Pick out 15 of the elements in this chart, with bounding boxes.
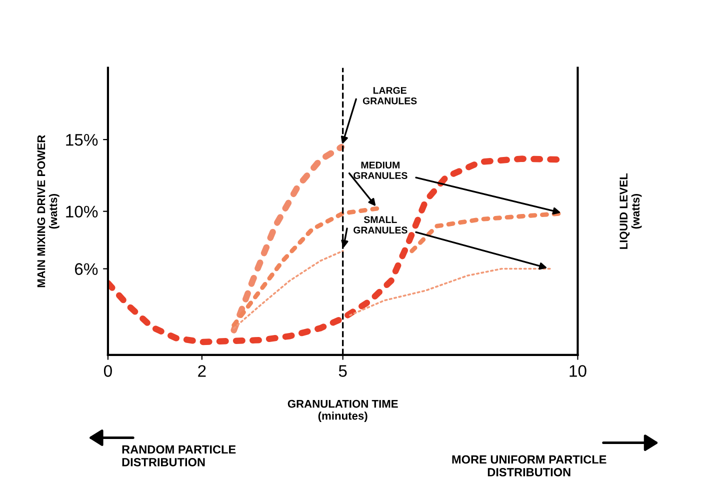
y-tick-label: 10% [66,206,98,218]
x-tick-label: 0 [104,365,112,377]
annotation: MEDIUM GRANULES [354,162,408,179]
y-tick-label: 6% [75,263,98,275]
x-axis-title: GRANULATION TIME (minutes) [288,400,398,422]
annotation: LARGE GRANULES [362,86,417,104]
annotation: SMALL GRANULES [354,216,408,234]
x-tick-label: 2 [198,365,206,377]
text: RANDOM PARTICLE DISTRIBUTION [122,445,236,466]
y-tick-label: 15% [66,134,98,146]
x-tick-label: 10 [570,365,586,377]
text: MORE UNIFORM PARTICLE DISTRIBUTION [452,455,606,476]
y2-axis-title: LIQUID LEVEL (watts) [620,173,642,249]
y-axis-title: MAIN MIXING DRIVE POWER (watts) [37,135,60,288]
x-tick-label: 5 [338,365,347,377]
